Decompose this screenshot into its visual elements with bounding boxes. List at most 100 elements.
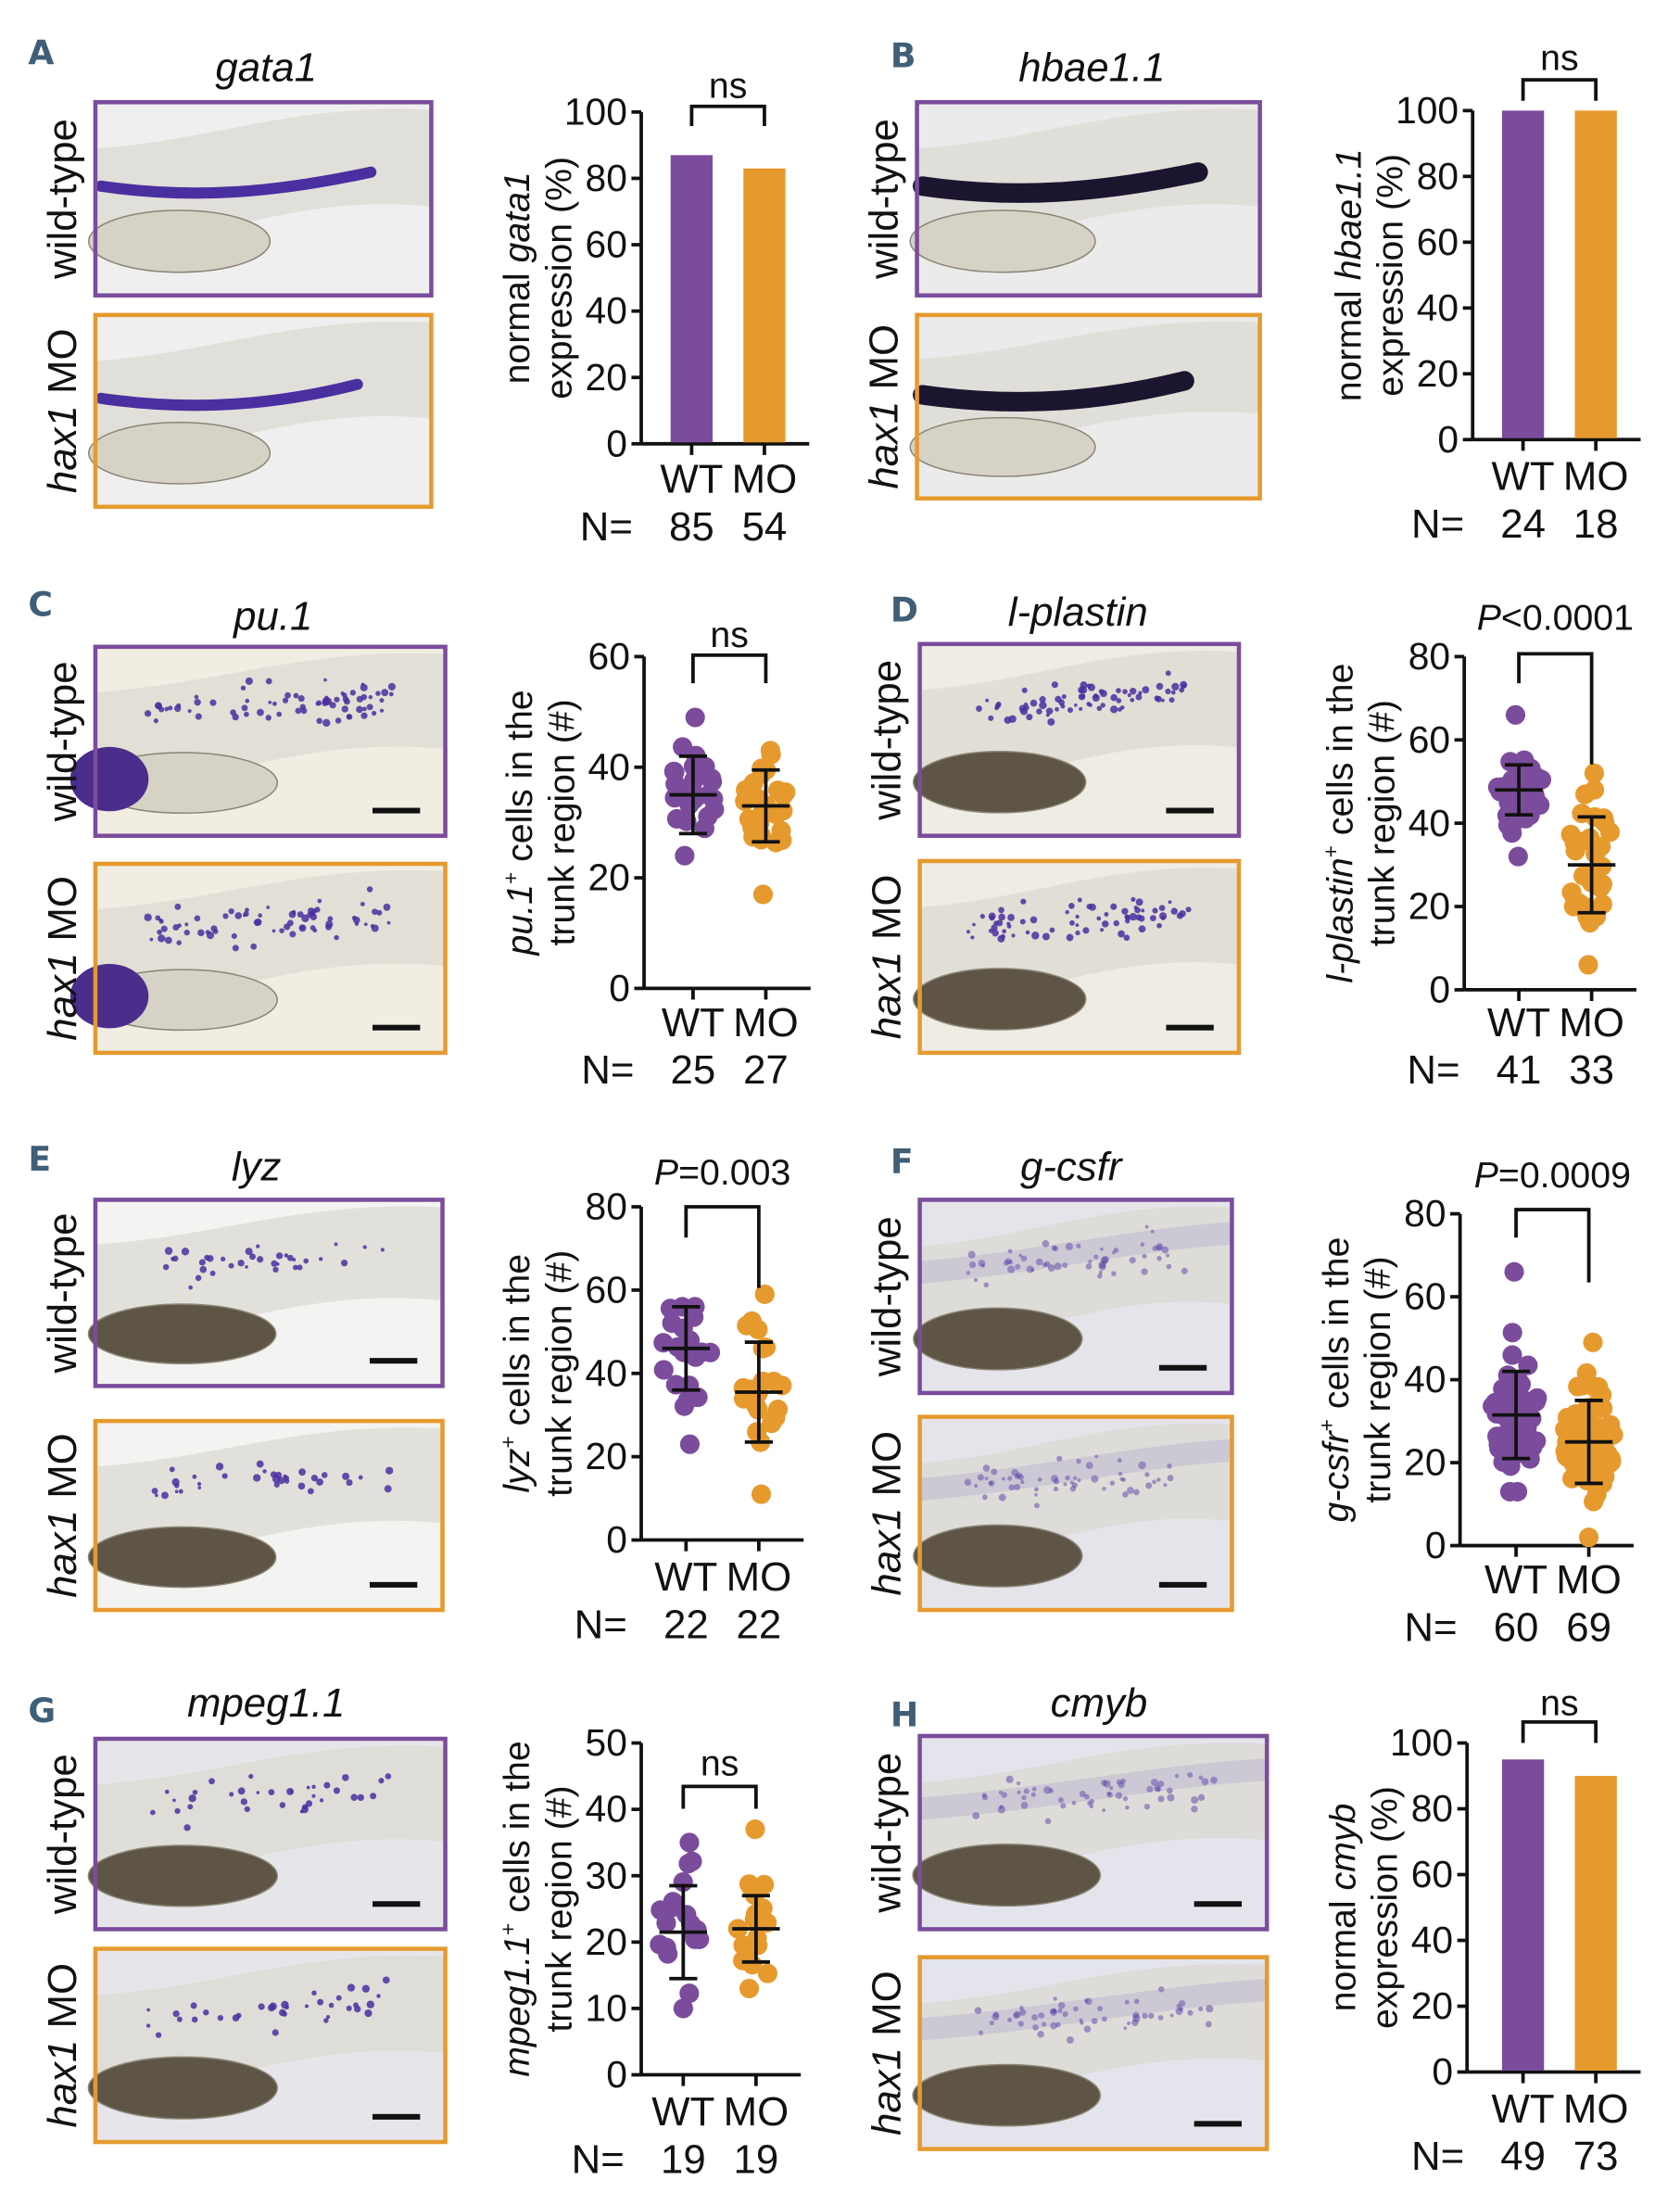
stained-cell [1133,1998,1140,2005]
stained-cell [1011,1469,1019,1476]
stained-cell [342,1774,349,1781]
stained-cell [317,1998,324,2006]
y-tick-label: 60 [586,223,627,266]
stained-cell [1016,1780,1021,1786]
n-label: N= [575,1602,627,1647]
stained-cell [1039,696,1046,703]
data-point-mo [752,1371,773,1391]
stained-cell [1169,2013,1174,2018]
n-count-wt: 25 [671,1047,716,1093]
stained-cell [1057,2001,1066,2009]
n-count-wt: 60 [1494,1604,1539,1650]
stained-cell [1158,905,1166,912]
data-point-wt [1508,846,1528,867]
stained-cell [1198,1775,1204,1780]
stained-cell [244,711,249,717]
stained-cell [1017,2021,1024,2027]
stained-cell [1005,1775,1014,1783]
data-point-wt [679,1434,701,1454]
stained-cell [346,1479,353,1487]
stained-cell [1118,707,1122,712]
y-tick-label: 60 [1417,221,1459,263]
y-tick-label: 20 [586,1435,627,1477]
stained-cell [1144,1224,1149,1229]
row-label-mo: MO [864,875,909,952]
yolk-extension [87,1526,277,1589]
bar-wt [670,155,714,443]
y-tick-label: 30 [586,1854,627,1896]
y-tick-label: 40 [1417,286,1459,329]
stained-cell [1157,1795,1165,1803]
stained-cell [164,1247,173,1255]
stained-cell [1043,1786,1052,1794]
stained-cell [192,1789,198,1795]
stained-cell [1118,1471,1123,1476]
stained-cell [1083,2025,1092,2033]
y-axis-label-line2: expression (%) [1365,1786,1406,2029]
stained-cell [144,913,152,921]
y-axis-label-line2: trunk region (#) [538,1250,579,1497]
scale-bar [373,2113,421,2120]
stained-cell [997,1806,1006,1814]
stained-cell [1065,1242,1074,1250]
data-point-wt [1500,1456,1521,1476]
stained-cell [1102,1255,1109,1263]
y-axis-label-line1: normal hbae1.1 [1328,148,1369,401]
stained-cell [1166,1787,1173,1794]
stained-cell [378,1778,385,1784]
stained-cell [164,936,172,944]
significance-bracket [684,1205,761,1288]
stained-cell [1071,1801,1077,1806]
stained-cell [991,924,998,931]
p-value: ns [710,615,748,655]
stained-cell [197,929,205,937]
stained-cell [1051,1245,1057,1251]
stained-cell [1161,698,1165,703]
x-tick-label-mo: MO [1559,1000,1624,1045]
stained-cell [1082,927,1090,934]
y-tick-label: 40 [586,289,627,332]
data-point-wt [664,762,685,782]
blood-stain [913,162,1208,203]
stained-cell [253,1474,261,1482]
row-label-wild-type: wild-type [864,660,909,821]
stained-cell [176,940,182,945]
stained-cell [356,705,363,714]
y-label-gene: mpeg1.1 [497,1935,537,2077]
x-tick-label-mo: MO [733,1000,799,1045]
gene-title: lyz [232,1144,282,1189]
stained-cell [188,1285,194,1290]
stained-cell [969,1261,977,1269]
data-point-wt [1497,815,1519,835]
gene-title: gata1 [215,45,317,91]
stained-cell [999,1805,1004,1809]
significance-label: ns [701,1742,739,1783]
stained-cell [989,915,995,921]
n-count-mo: 73 [1573,2134,1619,2179]
y-tick-label: 60 [1411,1853,1453,1895]
scale-bar [1166,1024,1214,1031]
stained-cell [1167,1464,1172,1469]
stained-cell [1050,2021,1057,2030]
stained-cell [262,1469,267,1474]
n-count-mo: 19 [734,2136,779,2182]
n-label: N= [1404,1604,1457,1650]
data-point-wt [686,1346,706,1366]
y-tick-label: 0 [1437,418,1459,461]
stained-cell [1129,913,1137,921]
stained-cell [972,1812,980,1819]
stained-cell [388,691,394,697]
stained-cell [996,919,1004,927]
stained-cell [360,682,365,687]
data-point-mo [1584,1491,1604,1512]
p-value: <0.0001 [1501,598,1634,639]
stained-cell [991,1468,998,1476]
stained-cell [1025,930,1030,935]
wild-type-embryo-image [909,99,1262,298]
stained-cell [1138,1461,1146,1470]
stained-cell [1198,2006,1204,2012]
stained-cell [1174,1773,1180,1779]
stained-cell [1007,1248,1013,1254]
stained-cell [1103,1780,1111,1788]
stained-cell [282,2011,287,2017]
